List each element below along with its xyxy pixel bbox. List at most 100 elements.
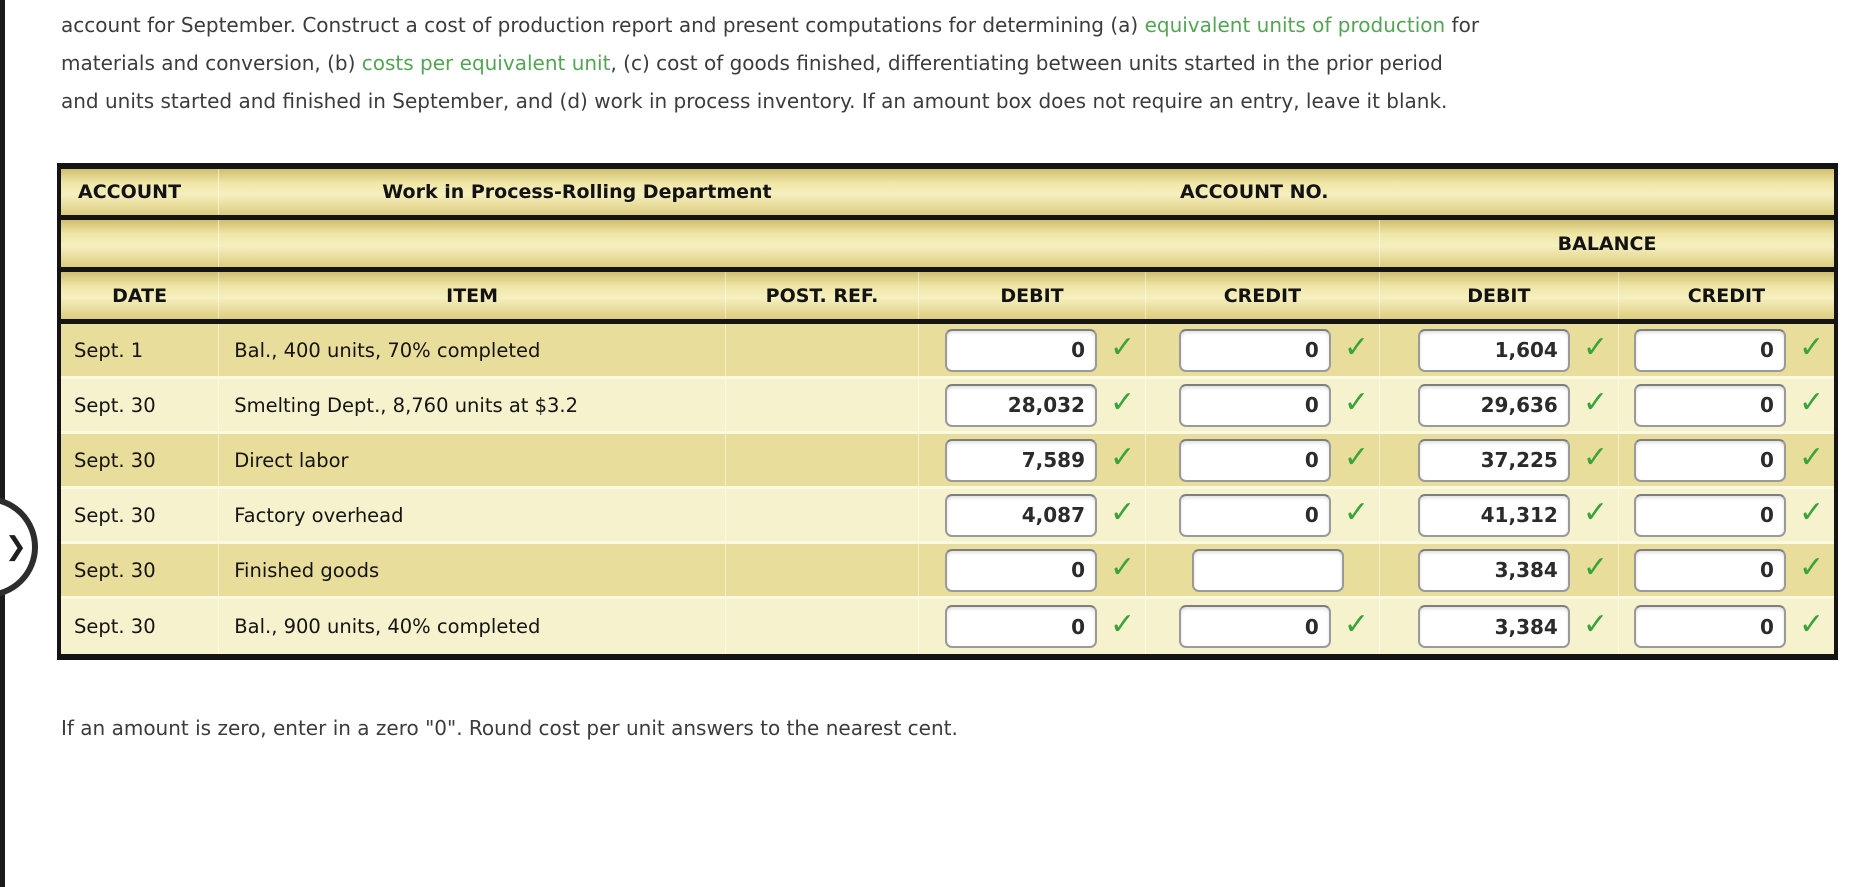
item-cell: Direct labor [218, 434, 725, 486]
ledger-row-5: Sept. 30 Bal., 900 units, 40% completed ✓ ✓… [61, 599, 1834, 654]
correct-check-icon: ✓ [1582, 495, 1608, 530]
chevron-right-icon: ❯ [5, 532, 27, 562]
credit-input[interactable] [1178, 328, 1331, 372]
debit-input[interactable] [944, 548, 1097, 592]
post-ref-cell [724, 434, 918, 486]
balance-debit-input[interactable] [1417, 605, 1570, 648]
column-header-row: DATE ITEM POST. REF. DEBIT CREDIT DEBIT CREDIT [61, 272, 1834, 319]
credit-cell: ✓ [1144, 599, 1379, 654]
balance-debit-cell: ✓ [1378, 434, 1618, 486]
account-name: Work in Process-Rolling Department [382, 181, 772, 203]
balance-debit-cell: ✓ [1378, 379, 1618, 431]
ledger-rows: Sept. 1 Bal., 400 units, 70% completed ✓ ✓ ✓… [61, 324, 1834, 654]
credit-input[interactable] [1178, 605, 1331, 648]
intro-paragraph: account for September. Construct a cost … [61, 6, 1581, 120]
debit-cell: ✓ [918, 379, 1145, 431]
balance-credit-cell: ✓ [1617, 544, 1834, 596]
debit-cell: ✓ [918, 324, 1145, 376]
column-header-item-1: ITEM [218, 272, 725, 319]
column-divider [218, 169, 220, 215]
balance-credit-cell: ✓ [1617, 599, 1834, 654]
post-ref-cell [724, 379, 918, 431]
account-header-row: ACCOUNT Work in Process-Rolling Departme… [61, 169, 1834, 215]
balance-debit-input[interactable] [1417, 493, 1570, 537]
ledger-row-1: Sept. 30 Smelting Dept., 8,760 units at $… [61, 379, 1834, 434]
debit-cell: ✓ [918, 599, 1145, 654]
debit-input[interactable] [944, 383, 1097, 427]
post-ref-cell [724, 599, 918, 654]
credit-input[interactable] [1178, 383, 1331, 427]
correct-check-icon: ✓ [1109, 330, 1136, 365]
correct-check-icon: ✓ [1109, 385, 1136, 420]
item-cell: Finished goods [218, 544, 725, 596]
credit-input[interactable] [1178, 493, 1331, 537]
column-header-credit-4: CREDIT [1144, 272, 1379, 319]
debit-input[interactable] [944, 438, 1097, 482]
divider-line [61, 267, 1834, 272]
item-cell: Factory overhead [218, 489, 725, 541]
post-ref-cell [724, 324, 918, 376]
date-cell: Sept. 30 [74, 558, 156, 582]
credit-cell [1144, 544, 1379, 596]
correct-check-icon: ✓ [1798, 385, 1825, 420]
item-cell: Bal., 400 units, 70% completed [218, 324, 725, 376]
balance-debit-cell: ✓ [1378, 599, 1618, 654]
footer-note: If an amount is zero, enter in a zero "0… [61, 716, 958, 740]
correct-check-icon: ✓ [1109, 495, 1136, 530]
post-ref-cell [724, 544, 918, 596]
balance-debit-input[interactable] [1417, 383, 1570, 427]
balance-credit-input[interactable] [1633, 328, 1786, 372]
column-divider [218, 220, 220, 267]
credit-cell: ✓ [1144, 379, 1379, 431]
debit-cell: ✓ [918, 489, 1145, 541]
ledger-table: ACCOUNT Work in Process-Rolling Departme… [57, 163, 1838, 660]
divider-line [61, 319, 1834, 324]
balance-debit-cell: ✓ [1378, 489, 1618, 541]
account-label: ACCOUNT [78, 181, 182, 203]
balance-credit-input[interactable] [1633, 605, 1786, 648]
prev-panel-button[interactable]: ❯ [0, 494, 44, 600]
correct-check-icon: ✓ [1343, 330, 1369, 365]
paragraph-text: and units started and finished in Septem… [61, 89, 1448, 113]
credit-cell: ✓ [1144, 489, 1379, 541]
balance-credit-input[interactable] [1633, 383, 1786, 427]
date-cell: Sept. 1 [74, 338, 144, 362]
item-cell: Bal., 900 units, 40% completed [218, 599, 725, 654]
correct-check-icon: ✓ [1798, 606, 1825, 642]
balance-credit-input[interactable] [1633, 493, 1786, 537]
credit-input[interactable] [1191, 548, 1344, 592]
debit-input[interactable] [944, 328, 1097, 372]
balance-debit-input[interactable] [1417, 438, 1570, 482]
ledger-row-4: Sept. 30 Finished goods ✓ ✓ ✓ [61, 544, 1834, 599]
paragraph-text: , (c) cost of goods finished, differenti… [610, 51, 1443, 75]
paragraph-text: materials and conversion, (b) [61, 51, 362, 75]
balance-credit-cell: ✓ [1617, 324, 1834, 376]
column-header-date-0: DATE [112, 284, 168, 307]
credit-input[interactable] [1178, 438, 1331, 482]
credit-cell: ✓ [1144, 324, 1379, 376]
glossary-link[interactable]: costs per equivalent unit [361, 51, 611, 75]
correct-check-icon: ✓ [1582, 606, 1608, 642]
balance-credit-input[interactable] [1633, 548, 1786, 592]
post-ref-cell [724, 489, 918, 541]
correct-check-icon: ✓ [1343, 606, 1369, 642]
balance-label: BALANCE [1557, 232, 1657, 255]
account-no-label: ACCOUNT NO. [1179, 181, 1329, 203]
paragraph-text: account for September. Construct a cost … [61, 13, 1145, 37]
item-cell: Smelting Dept., 8,760 units at $3.2 [218, 379, 725, 431]
correct-check-icon: ✓ [1582, 550, 1608, 585]
balance-credit-cell: ✓ [1617, 434, 1834, 486]
balance-debit-input[interactable] [1417, 548, 1570, 592]
paragraph-text: for [1445, 13, 1480, 37]
divider-line [61, 215, 1834, 220]
balance-credit-input[interactable] [1633, 438, 1786, 482]
balance-debit-input[interactable] [1417, 328, 1570, 372]
debit-input[interactable] [944, 605, 1097, 648]
date-cell: Sept. 30 [74, 393, 156, 417]
balance-debit-cell: ✓ [1378, 544, 1618, 596]
correct-check-icon: ✓ [1582, 440, 1608, 475]
debit-input[interactable] [944, 493, 1097, 537]
ledger-row-2: Sept. 30 Direct labor ✓ ✓ ✓ ✓ [61, 434, 1834, 489]
column-header-debit-3: DEBIT [918, 272, 1145, 319]
glossary-link[interactable]: equivalent units of production [1144, 13, 1446, 37]
